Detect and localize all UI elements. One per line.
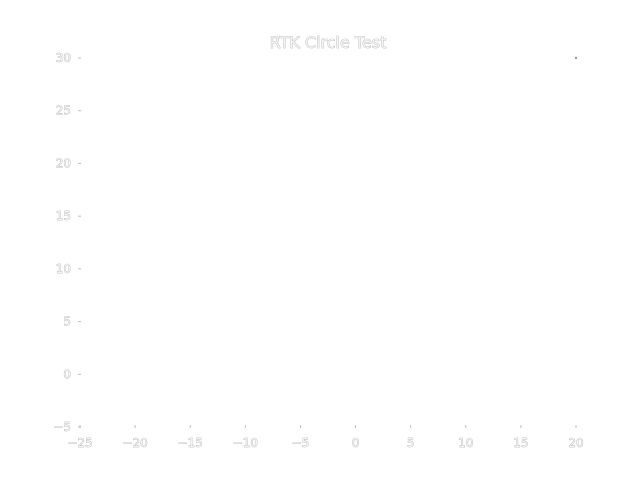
x-tick-label: −5: [292, 436, 310, 450]
x-tick-label: 20: [568, 436, 583, 450]
chart-title: RTK Circle Test: [270, 33, 387, 52]
x-tick-label: −25: [67, 436, 92, 450]
x-tick-label: −15: [178, 436, 203, 450]
y-tick-label: 15: [56, 209, 71, 223]
x-tick-label: 0: [352, 436, 360, 450]
x-tick-label: −10: [233, 436, 258, 450]
x-tick-label: 10: [458, 436, 473, 450]
y-tick-label: 25: [56, 104, 71, 118]
y-tick-label: 10: [56, 262, 71, 276]
x-axis: −25 −20 −15 −10 −5 0 5 10 15 20: [67, 425, 584, 450]
y-tick-label: −5: [53, 420, 71, 434]
y-tick-label: 30: [56, 51, 71, 65]
x-tick-label: −20: [122, 436, 147, 450]
y-axis: −5 0 5 10 15 20 25 30: [53, 51, 81, 434]
y-tick-label: 0: [63, 367, 71, 381]
plot-area: [574, 56, 578, 60]
y-tick-label: 5: [63, 315, 71, 329]
x-tick-label: 5: [407, 436, 415, 450]
x-tick-label: 15: [513, 436, 528, 450]
data-point: [574, 56, 578, 60]
y-tick-label: 20: [56, 156, 71, 170]
